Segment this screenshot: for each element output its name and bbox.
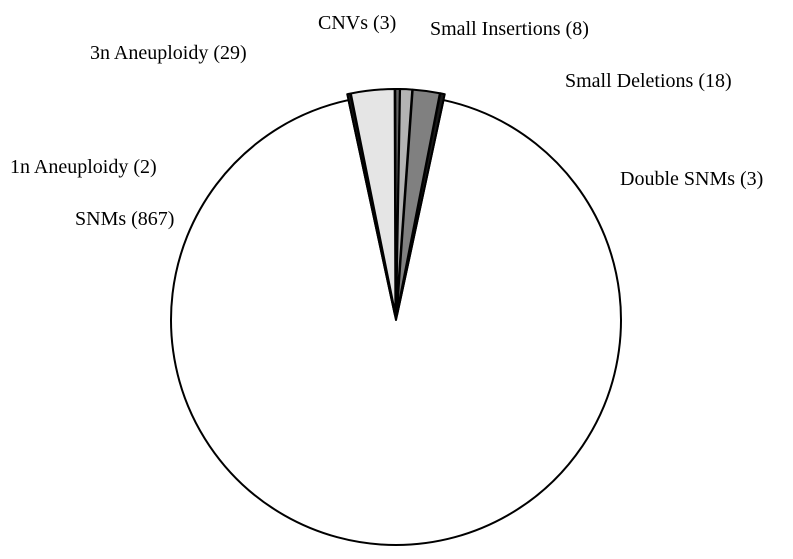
- pie-slice-label: 1n Aneuploidy (2): [10, 156, 157, 179]
- pie-slice-label: CNVs (3): [318, 12, 396, 35]
- pie-chart: SNMs (867) 1n Aneuploidy (2) 3n Aneuploidy…: [0, 0, 793, 559]
- pie-slice-label: 3n Aneuploidy (29): [90, 42, 247, 65]
- pie-slice-label: SNMs (867): [75, 208, 174, 231]
- pie-slice-label: Double SNMs (3): [620, 168, 763, 191]
- pie-slice-label: Small Insertions (8): [430, 18, 589, 41]
- pie-slice-label: Small Deletions (18): [565, 70, 732, 93]
